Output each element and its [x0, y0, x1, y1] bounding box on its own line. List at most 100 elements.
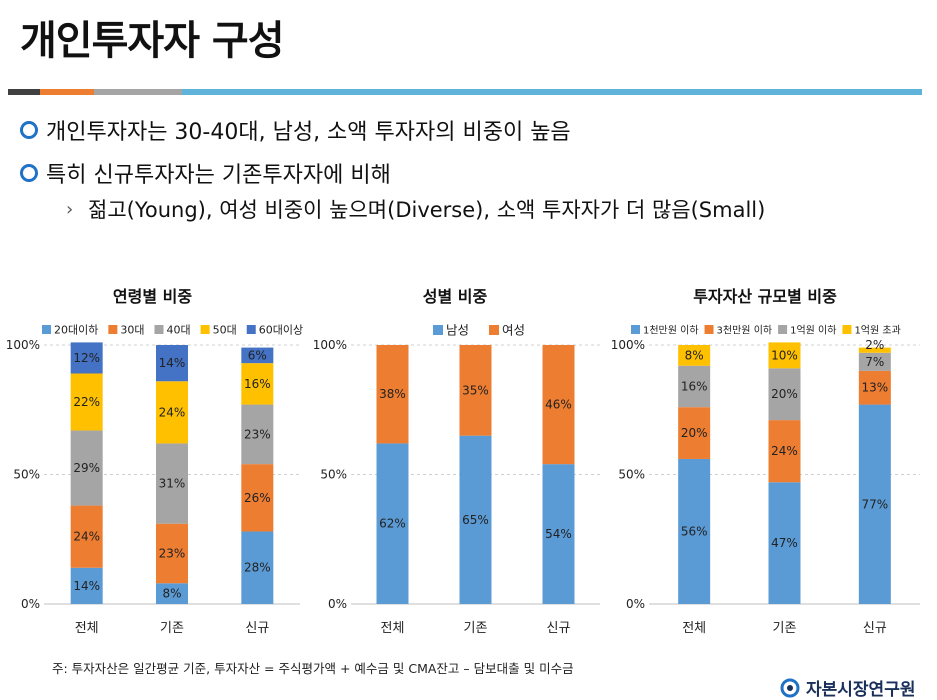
legend-swatch	[42, 325, 51, 334]
chart-title: 성별 비중	[423, 287, 488, 306]
bar-segment	[768, 420, 801, 483]
age-chart: 연령별 비중 20대이하 30대 40대 50대 60대이상 0% 50% 100% 14% 24%…	[6, 287, 303, 636]
legend-swatch	[154, 325, 164, 334]
data-label: 35%	[462, 383, 489, 397]
bar-segment	[768, 368, 801, 421]
x-tick-label: 기존	[160, 621, 184, 636]
asset-size-chart: 투자자산 규모별 비중 1천만원 이하 3천만원 이하 1억원 이하 1억원 초과 0% 5…	[611, 287, 920, 636]
legend-label: 60대이상	[259, 324, 303, 337]
legend-swatch	[704, 325, 714, 334]
bar-segment	[241, 363, 274, 405]
legend-label: 50대	[213, 324, 237, 337]
data-label: 26%	[244, 491, 271, 505]
bar-segment	[156, 443, 188, 524]
bullet-text: 특히 신규투자자는 기존투자자에 비해	[46, 163, 391, 188]
data-label: 10%	[771, 348, 798, 362]
data-label: 8%	[162, 587, 181, 601]
y-tick-label: 0%	[328, 597, 347, 611]
x-tick-label: 전체	[381, 621, 405, 636]
legend-label: 20대이하	[54, 323, 98, 337]
bar-segment	[241, 531, 274, 604]
title-rule-segment	[182, 89, 922, 95]
data-label: 54%	[545, 527, 572, 541]
bar-segment	[241, 404, 274, 465]
y-tick-label: 0%	[21, 597, 40, 611]
legend-swatch	[108, 325, 118, 334]
data-label: 46%	[545, 398, 572, 412]
bar-segment	[858, 404, 891, 604]
data-label: 20%	[681, 426, 708, 440]
data-label: 13%	[861, 381, 888, 395]
y-tick-label: 100%	[611, 338, 645, 352]
bar-segment	[542, 345, 575, 465]
title-rule-segment	[8, 89, 40, 95]
bar-segment	[678, 345, 711, 366]
x-tick-label: 신규	[245, 621, 269, 636]
chevron-right-icon: ›	[66, 198, 74, 220]
data-label: 24%	[159, 405, 186, 419]
bar-segment	[858, 370, 891, 405]
chart-title: 투자자산 규모별 비중	[693, 287, 837, 306]
data-label: 38%	[379, 387, 406, 401]
bar-segment	[768, 342, 801, 369]
bar-segment	[70, 373, 103, 431]
logo-icon	[780, 678, 800, 697]
bullet-ring-icon	[20, 164, 38, 182]
x-tick-label: 전체	[75, 621, 99, 636]
data-label: 23%	[159, 546, 186, 560]
title-rule-segment	[94, 89, 182, 95]
bar-segment	[156, 381, 188, 444]
bar-segment	[70, 430, 103, 506]
legend-label: 3천만원 이하	[717, 324, 773, 337]
data-label: 56%	[681, 524, 708, 538]
bullet-item: 개인투자자는 30-40대, 남성, 소액 투자자의 비중이 높음	[20, 114, 571, 146]
bar-segment	[241, 464, 274, 532]
bar-segment	[70, 342, 103, 374]
data-label: 47%	[771, 536, 798, 550]
chart-legend: 1천만원 이하 3천만원 이하 1억원 이하 1억원 초과	[631, 324, 901, 337]
bar-segment	[156, 523, 188, 584]
bar-segment	[156, 583, 188, 604]
bar-segment	[156, 345, 188, 382]
legend-swatch	[246, 325, 256, 334]
y-tick-label: 100%	[6, 338, 40, 352]
data-label: 8%	[685, 348, 704, 362]
bar-segment	[678, 365, 711, 408]
data-label: 24%	[771, 444, 798, 458]
legend-label: 40대	[166, 324, 190, 337]
title-rule	[0, 89, 937, 95]
data-label: 29%	[73, 461, 100, 475]
y-tick-label: 100%	[313, 338, 347, 352]
bar-segment	[70, 505, 103, 568]
y-tick-label: 50%	[13, 468, 40, 482]
legend-swatch	[842, 325, 852, 334]
bar-segment	[70, 567, 103, 604]
sub-bullet-text: 젊고(Young), 여성 비중이 높으며(Diverse), 소액 투자자가 …	[88, 198, 766, 222]
data-label: 22%	[73, 395, 100, 409]
legend-label: 1억원 초과	[854, 325, 900, 337]
bar-segment	[678, 407, 711, 459]
bar-segment	[376, 443, 409, 604]
data-label: 23%	[244, 427, 271, 441]
bullet-text: 개인투자자는 30-40대, 남성, 소액 투자자의 비중이 높음	[46, 120, 571, 145]
x-tick-label: 기존	[464, 621, 488, 636]
bullet-item: 특히 신규투자자는 기존투자자에 비해	[20, 157, 391, 189]
bullet-ring-icon	[20, 121, 38, 139]
bar-segment	[858, 352, 891, 371]
data-label: 20%	[771, 387, 798, 401]
bar-segment	[459, 345, 492, 436]
page-title: 개인투자자 구성	[20, 18, 285, 64]
data-label: 6%	[248, 348, 267, 362]
data-label: 16%	[244, 377, 271, 391]
title-rule-segment	[40, 89, 94, 95]
data-label: 14%	[159, 356, 186, 370]
logo-text: 자본시장연구원	[806, 680, 916, 700]
legend-label: 여성	[502, 323, 525, 338]
data-label: 7%	[865, 355, 884, 369]
legend-swatch	[778, 325, 788, 334]
bar-segment	[542, 464, 575, 604]
sub-bullet-item: › 젊고(Young), 여성 비중이 높으며(Diverse), 소액 투자자…	[66, 194, 765, 224]
legend-label: 1천만원 이하	[643, 324, 699, 337]
legend-swatch	[489, 325, 500, 335]
